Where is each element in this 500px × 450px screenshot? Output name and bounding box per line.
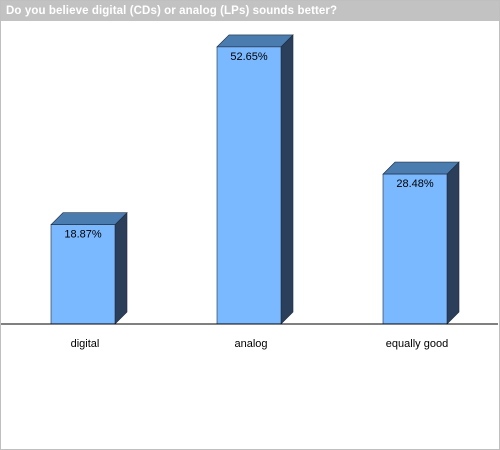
bar-digital: 18.87% [50, 211, 128, 325]
bar-side-face [114, 211, 128, 325]
bar-top-face [216, 34, 294, 48]
bar-front-face [50, 224, 116, 325]
bar-front-face [216, 46, 282, 325]
bar-top-face [382, 161, 460, 175]
value-label: 52.65% [230, 51, 268, 63]
bar-side-face [446, 161, 460, 325]
bar-top-face [50, 212, 128, 225]
category-label: equally good [386, 338, 448, 350]
value-label: 28.48% [396, 178, 434, 190]
category-label: analog [234, 338, 267, 350]
bar-equally-good: 28.48% [382, 161, 460, 325]
bar-side-face [280, 34, 294, 325]
bar-analog: 52.65% [216, 34, 294, 325]
value-label: 18.87% [64, 229, 102, 241]
category-label: digital [71, 338, 100, 350]
chart-title: Do you believe digital (CDs) or analog (… [1, 1, 499, 21]
bar-front-face [382, 173, 448, 325]
